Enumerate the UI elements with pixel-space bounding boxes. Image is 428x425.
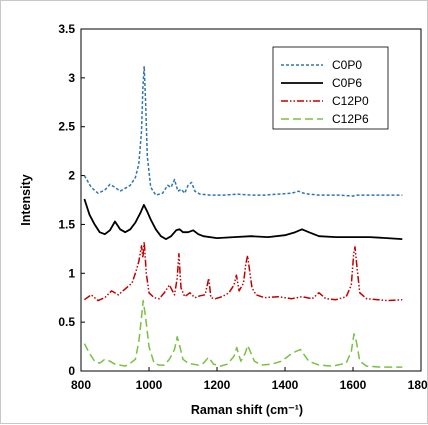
x-tick-label: 1400: [272, 378, 299, 392]
series-line-c12p6: [83, 299, 403, 368]
y-tick-label: 3: [68, 71, 75, 85]
y-tick-label: 1: [68, 266, 75, 280]
series-line-c0p6: [83, 198, 403, 241]
x-tick-label: 1800: [408, 378, 428, 392]
x-axis-label: Raman shift (cm⁻¹): [191, 403, 303, 417]
x-tick-label: 1600: [340, 378, 367, 392]
plot-lines: [83, 65, 403, 368]
series-line-c0p0: [83, 65, 403, 197]
x-tick-label: 1000: [136, 378, 163, 392]
legend-label-c0p0: C0P0: [332, 58, 362, 72]
legend-label-c12p0: C12P0: [332, 94, 369, 108]
y-tick-label: 2: [68, 169, 75, 183]
y-axis-ticks: 0 0.5 1 1.5 2 2.5 3 3.5: [58, 22, 85, 378]
x-tick-label: 1200: [204, 378, 231, 392]
legend-box: [272, 46, 389, 130]
y-tick-label: 3.5: [58, 22, 75, 36]
x-axis-ticks: 800 1000 1200 1400 1600 1800: [71, 367, 428, 392]
legend-label-c0p6: C0P6: [332, 76, 362, 90]
plot-area-border: [80, 28, 422, 372]
y-tick-label: 0: [68, 364, 75, 378]
x-tick-label: 800: [71, 378, 91, 392]
y-axis-label: Intensity: [19, 174, 33, 225]
y-tick-label: 0.5: [58, 315, 75, 329]
y-tick-label: 1.5: [58, 217, 75, 231]
series-line-c12p0: [83, 241, 403, 302]
y-tick-label: 2.5: [58, 120, 75, 134]
legend: C0P0 C0P6 C12P0 C12P6: [272, 46, 389, 130]
legend-label-c12p6: C12P6: [332, 112, 369, 126]
